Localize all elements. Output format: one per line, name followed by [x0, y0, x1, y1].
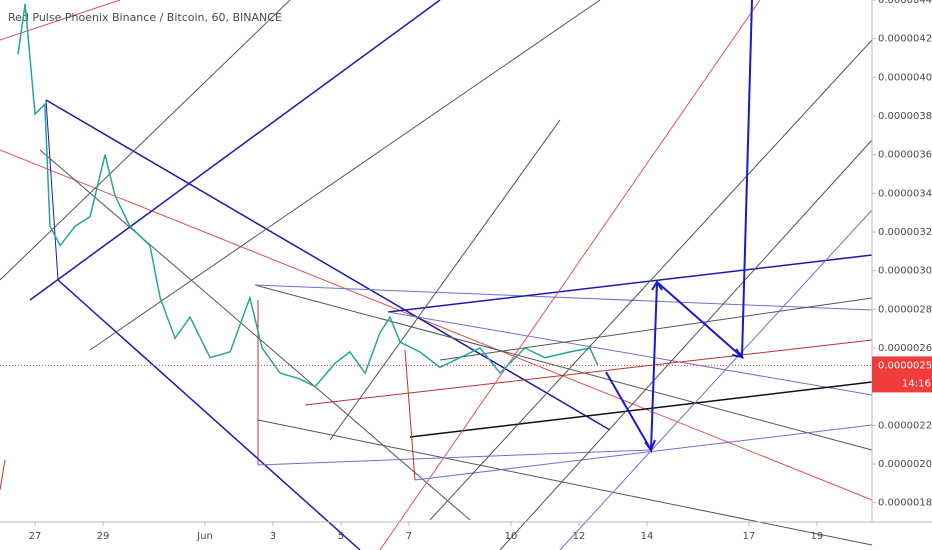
y-tick-label: 0.00000440	[878, 0, 932, 6]
drawing-line	[409, 381, 873, 438]
drawing-line	[39, 149, 471, 521]
x-tick-label: 19	[811, 531, 824, 542]
price-line	[17, 3, 599, 388]
x-tick-label: 12	[573, 531, 586, 542]
x-tick-label: 5	[338, 531, 344, 542]
drawing-line	[414, 424, 873, 481]
x-tick-label: 10	[505, 531, 518, 542]
drawing-line	[257, 419, 873, 546]
drawing-line	[404, 349, 416, 481]
drawing-line	[89, 0, 601, 351]
drawing-line	[45, 99, 611, 431]
drawing-line	[0, 0, 121, 41]
drawing-line	[0, 149, 873, 501]
arrow-head	[644, 439, 656, 453]
drawing-line	[379, 0, 761, 550]
drawing-line	[499, 139, 873, 550]
drawings	[0, 0, 873, 550]
drawing-line	[254, 284, 873, 311]
x-tick-label: 29	[97, 531, 110, 542]
drawing-line	[45, 99, 59, 281]
drawing-line	[429, 39, 873, 521]
drawing-line	[0, 459, 6, 491]
drawing-line	[329, 119, 561, 441]
x-tick-label: 14	[641, 531, 654, 542]
x-tick-label: Jun	[196, 531, 213, 542]
drawing-line	[0, 0, 291, 281]
drawing-line	[387, 311, 873, 396]
chart-title: Red Pulse Phoenix Binance / Bitcoin, 60,…	[8, 11, 282, 24]
x-tick-label: 3	[270, 531, 276, 542]
drawing-line	[304, 339, 873, 406]
arrow-head	[731, 348, 745, 359]
projection-arrow	[605, 0, 753, 454]
x-tick-label: 17	[743, 531, 756, 542]
drawing-line	[559, 209, 873, 550]
x-tick-label: 27	[29, 531, 42, 542]
x-tick-label: 7	[406, 531, 412, 542]
drawing-line	[29, 0, 441, 301]
drawing-line	[387, 254, 873, 313]
arrow-head	[651, 280, 663, 291]
drawing-line	[257, 449, 651, 466]
countdown: 14:16	[902, 378, 931, 389]
last-price-box	[872, 356, 932, 393]
drawing-line	[254, 284, 873, 451]
drawing-line	[57, 279, 361, 550]
